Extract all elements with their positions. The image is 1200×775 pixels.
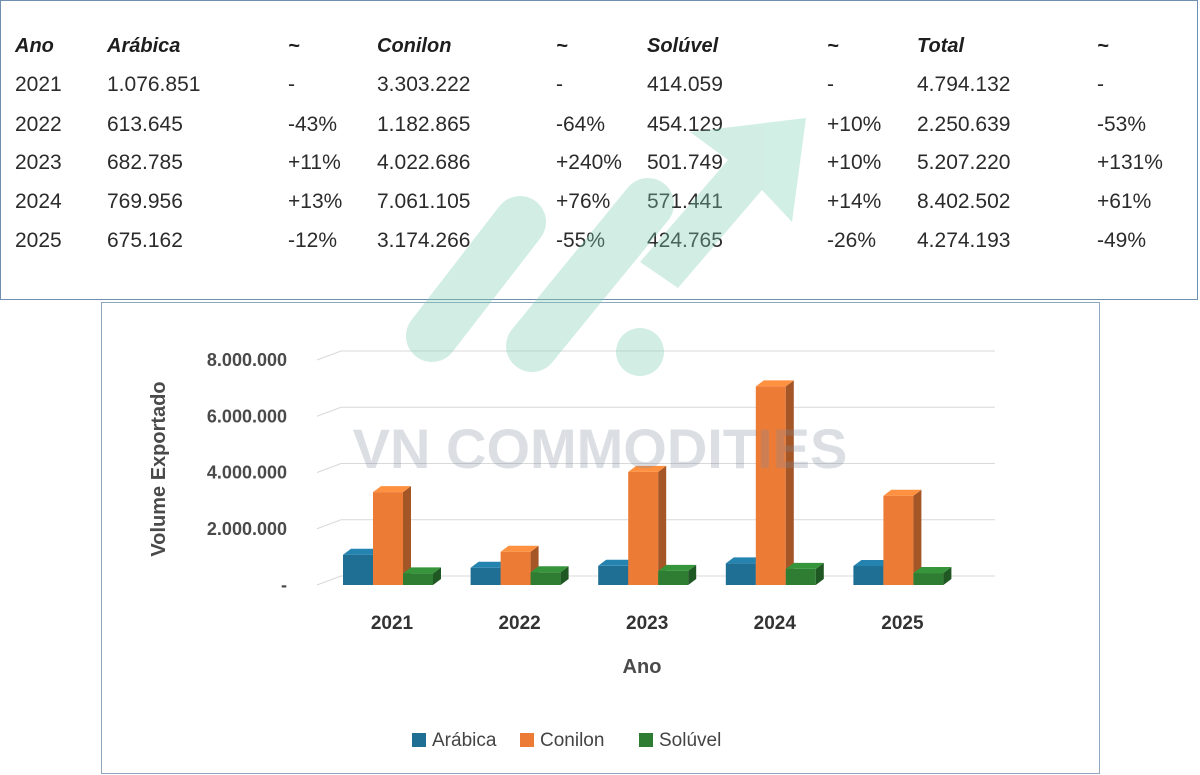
table-cell: +10% xyxy=(827,151,882,174)
data-table: Ano Arábica ~ Conilon ~ Solúvel ~ Total ~2021 1.0… xyxy=(0,0,1198,300)
legend-label: Conilon xyxy=(540,730,604,751)
table-cell: 424.765 xyxy=(647,229,723,252)
table-cell: -49% xyxy=(1097,229,1147,252)
y-tick-label: 6.000.000 xyxy=(207,406,287,426)
table-cell: - xyxy=(288,73,295,96)
chart-panel: - 2.000.000 4.000.000 6.000.000 8.000.000 202… xyxy=(101,302,1100,774)
table-cell: - xyxy=(827,73,834,96)
x-tick-label: 2023 xyxy=(626,613,668,634)
table-cell: 454.129 xyxy=(647,113,723,136)
table-header-cell: Conilon xyxy=(377,35,452,57)
table-cell: -53% xyxy=(1097,113,1147,136)
table-header-cell: ~ xyxy=(827,35,839,57)
table-cell: 1.182.865 xyxy=(377,113,471,136)
gridline-depth xyxy=(316,350,342,361)
table-cell: +76% xyxy=(556,190,611,213)
table-cell: -12% xyxy=(288,229,338,252)
table-cell: 5.207.220 xyxy=(917,151,1011,174)
bar-2022-2 xyxy=(530,566,569,585)
table-cell: 7.061.105 xyxy=(377,190,471,213)
table-row-year: 2022 xyxy=(15,113,62,136)
bar-2025-2 xyxy=(913,567,952,585)
table-cell: 501.749 xyxy=(647,151,723,174)
table-cell: 675.162 xyxy=(107,229,183,252)
bar-2024-1 xyxy=(755,380,794,585)
table-row-year: 2025 xyxy=(15,229,62,252)
y-tick-label: 4.000.000 xyxy=(207,463,287,483)
bar-2021-1 xyxy=(373,486,411,585)
table-cell: -26% xyxy=(827,229,877,252)
table-header-cell: Ano xyxy=(15,35,54,57)
table-cell: 571.441 xyxy=(647,190,723,213)
y-tick-label: 2.000.000 xyxy=(207,519,287,539)
table-header-cell: Total xyxy=(917,35,965,57)
table-cell: 4.794.132 xyxy=(917,73,1011,96)
legend-label: Solúvel xyxy=(659,730,721,751)
legend-swatch xyxy=(639,733,653,747)
table-cell: +11% xyxy=(288,151,341,174)
table-header-cell: ~ xyxy=(288,35,300,57)
x-tick-label: 2025 xyxy=(881,613,924,634)
table-cell: 2.250.639 xyxy=(917,113,1011,136)
table-cell: -43% xyxy=(288,113,338,136)
bar-2023-1 xyxy=(628,465,667,585)
bar-chart: - 2.000.000 4.000.000 6.000.000 8.000.000 202… xyxy=(148,350,995,751)
table-cell: - xyxy=(1097,73,1104,96)
table-header-cell: ~ xyxy=(556,35,568,57)
table-cell: +13% xyxy=(288,190,343,213)
y-tick-label: 8.000.000 xyxy=(207,350,287,370)
bar-2021-2 xyxy=(403,567,441,585)
gridline-depth xyxy=(316,463,342,473)
table-row-year: 2024 xyxy=(15,190,62,213)
table-cell: 769.956 xyxy=(107,190,183,213)
table-cell: 1.076.851 xyxy=(107,73,201,96)
legend-label: Arábica xyxy=(432,730,497,751)
y-tick-label: - xyxy=(281,575,287,595)
table-row-year: 2021 xyxy=(15,73,62,96)
y-axis-title: Volume Exportado xyxy=(148,381,170,556)
table-cell: +14% xyxy=(827,190,882,213)
table-header-cell: Arábica xyxy=(107,35,181,57)
table-cell: 8.402.502 xyxy=(917,190,1011,213)
table-cell: +10% xyxy=(827,113,882,136)
table-cell: +61% xyxy=(1097,190,1152,213)
table-cell: - xyxy=(556,73,563,96)
table-cell: -64% xyxy=(556,113,606,136)
x-tick-label: 2021 xyxy=(371,613,414,634)
legend-swatch xyxy=(520,733,534,747)
bar-2023-2 xyxy=(658,564,697,585)
table-header-cell: ~ xyxy=(1097,35,1109,57)
table-cell: 4.274.193 xyxy=(917,229,1011,252)
table-cell: 3.303.222 xyxy=(377,73,471,96)
x-tick-label: 2024 xyxy=(754,613,797,634)
bar-2025-1 xyxy=(883,489,922,585)
table-cell: 4.022.686 xyxy=(377,151,471,174)
table-cell: -55% xyxy=(556,229,606,252)
x-axis-title: Ano xyxy=(623,656,662,678)
table-cell: 414.059 xyxy=(647,73,723,96)
x-tick-label: 2022 xyxy=(498,613,540,634)
table-cell: +240% xyxy=(556,151,622,174)
gridline-depth xyxy=(316,406,342,417)
gridline-depth xyxy=(316,519,342,530)
legend-swatch xyxy=(412,733,426,747)
table-cell: 613.645 xyxy=(107,113,183,136)
table-cell: +131% xyxy=(1097,151,1163,174)
bar-2024-2 xyxy=(785,562,824,585)
table-cell: 3.174.266 xyxy=(377,229,471,252)
table-cell: 682.785 xyxy=(107,151,183,174)
gridline-depth xyxy=(316,575,342,586)
table-header-cell: Solúvel xyxy=(647,35,719,57)
table-row-year: 2023 xyxy=(15,151,62,174)
